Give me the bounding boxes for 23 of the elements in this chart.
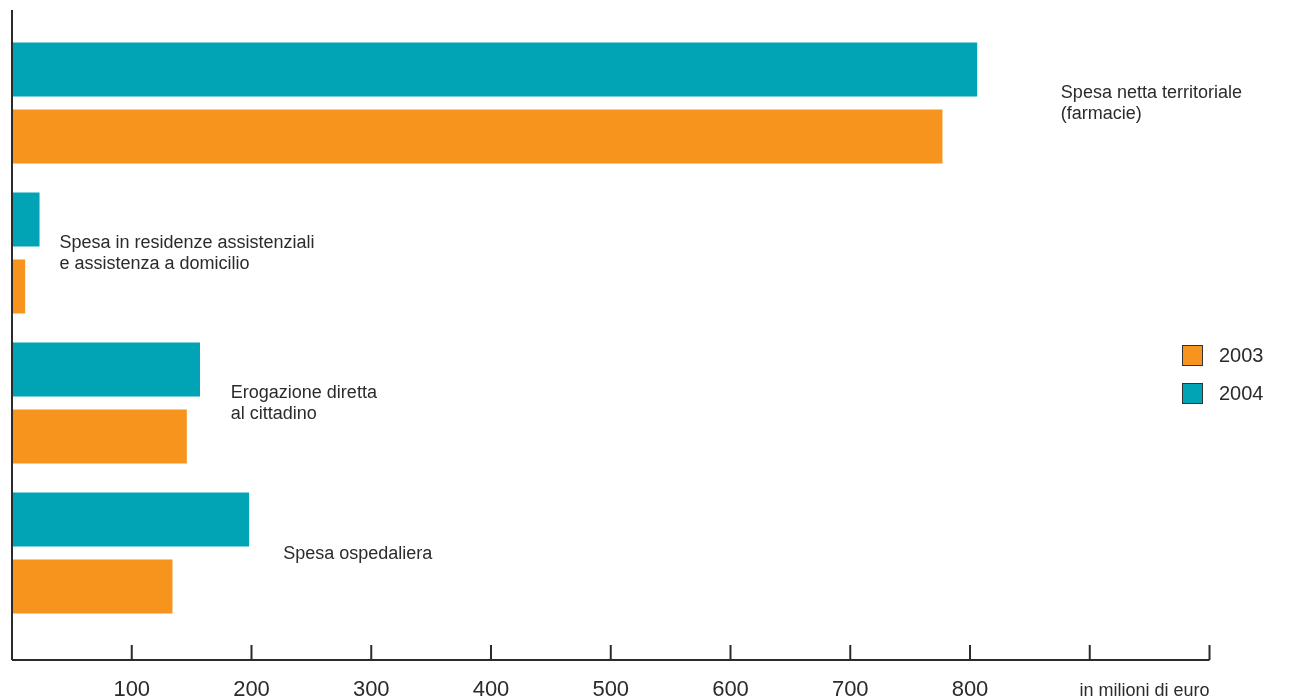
bar <box>12 259 26 314</box>
bar <box>12 559 173 614</box>
x-tick-label: 800 <box>951 676 989 700</box>
y-tick-label: Spesa in residenze assistenziali e assistenza a domicilio <box>59 232 315 273</box>
x-tick-label: 500 <box>592 676 630 700</box>
y-tick-label: Spesa netta territoriale (farmacie) <box>1060 82 1242 123</box>
y-tick-label: Spesa ospedaliera <box>283 542 434 563</box>
bar <box>12 109 943 164</box>
x-tick-label: 700 <box>831 676 869 700</box>
bar <box>12 192 40 247</box>
x-tick-label: 200 <box>233 676 270 700</box>
x-tick-label: 300 <box>352 676 390 700</box>
x-axis-title: in milioni di euro <box>1079 680 1210 700</box>
x-tick-label: 600 <box>712 676 749 700</box>
x-tick-label: 400 <box>472 676 510 700</box>
y-tick-label: Erogazione diretta al cittadino <box>230 382 378 423</box>
x-tick-label: 100 <box>113 676 151 700</box>
bar <box>12 409 187 464</box>
bar <box>12 42 978 97</box>
legend-label: 2003 <box>1219 343 1264 367</box>
bar <box>12 342 201 397</box>
legend-label: 2004 <box>1219 381 1264 405</box>
bar <box>12 492 250 547</box>
